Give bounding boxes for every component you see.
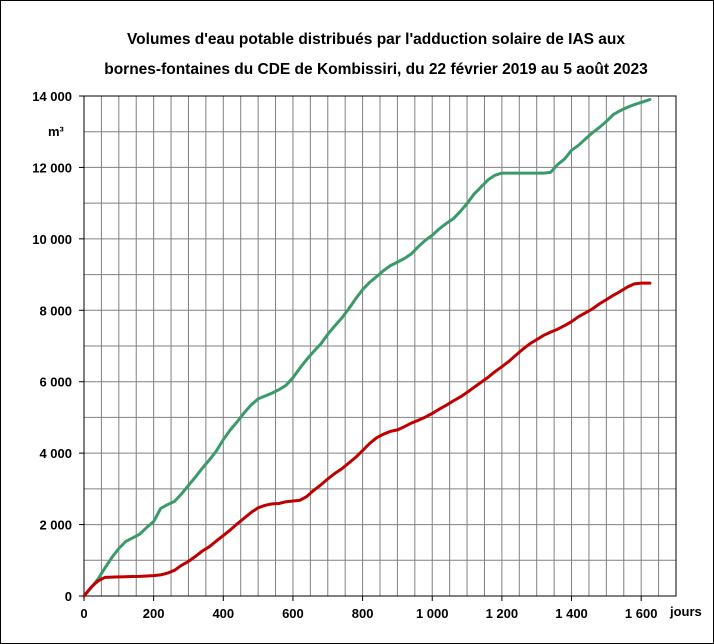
chart-title-line-1: Volumes d'eau potable distribués par l'a… xyxy=(127,31,625,48)
x-tick-label: 0 xyxy=(80,606,87,621)
series-lines xyxy=(82,98,652,598)
y-axis-ticks: 0 2 000 4 000 6 000 8 000 10 000 12 000 14 000 xyxy=(32,89,84,604)
x-tick-label: 600 xyxy=(282,606,304,621)
x-axis-unit-label: jours xyxy=(669,604,702,619)
x-axis-ticks: 0 200 400 600 800 1 000 1 200 1 400 1 600 xyxy=(80,596,657,621)
plot-area-border xyxy=(83,95,677,597)
x-tick-label: 1 400 xyxy=(555,606,588,621)
x-tick-label: 1 600 xyxy=(625,606,658,621)
y-tick-label: 8 000 xyxy=(39,303,72,318)
series-line-2 xyxy=(82,281,652,598)
y-tick-label: 2 000 xyxy=(39,518,72,533)
y-tick-label: 10 000 xyxy=(32,232,72,247)
x-tick-label: 200 xyxy=(143,606,165,621)
x-tick-label: 1 000 xyxy=(416,606,449,621)
y-tick-label: 4 000 xyxy=(39,446,72,461)
series-line-1 xyxy=(82,98,652,598)
grid-lines xyxy=(84,96,676,596)
y-tick-label: 14 000 xyxy=(32,89,72,104)
y-tick-label: 0 xyxy=(65,589,72,604)
y-tick-label: 12 000 xyxy=(32,160,72,175)
x-tick-label: 400 xyxy=(212,606,234,621)
y-axis-unit-label: m³ xyxy=(48,124,65,139)
x-tick-label: 1 200 xyxy=(486,606,519,621)
chart-title-line-2: bornes-fontaines du CDE de Kombissiri, d… xyxy=(104,61,648,78)
y-tick-label: 6 000 xyxy=(39,375,72,390)
x-tick-label: 800 xyxy=(352,606,374,621)
